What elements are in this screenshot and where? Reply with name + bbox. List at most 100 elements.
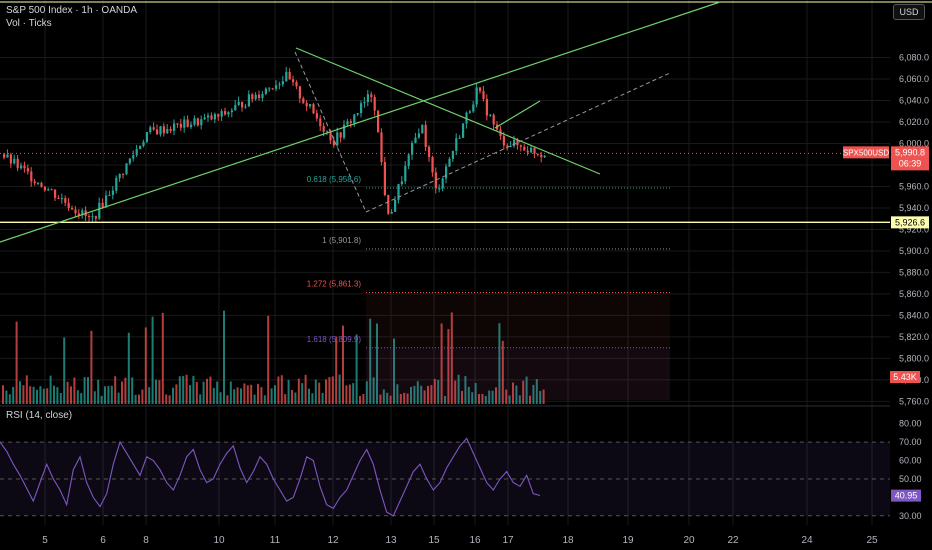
fib-zone xyxy=(366,347,670,401)
volume-bar xyxy=(484,395,487,404)
candle xyxy=(275,85,278,89)
price-axis[interactable]: 6,080.06,060.06,040.06,020.06,000.05,980… xyxy=(843,52,929,520)
candle xyxy=(397,184,400,200)
volume-bar xyxy=(379,394,382,404)
candle xyxy=(482,91,485,99)
time-tick-label: 5 xyxy=(42,535,48,546)
time-tick-label: 10 xyxy=(213,535,225,546)
candle xyxy=(312,104,315,114)
candle xyxy=(50,189,53,191)
candle xyxy=(264,88,267,94)
candle xyxy=(526,150,529,153)
candle xyxy=(339,132,342,138)
volume-bar xyxy=(308,388,310,404)
rsi-tick-label: 50.00 xyxy=(899,474,922,484)
candle xyxy=(349,121,352,123)
candle xyxy=(88,216,91,218)
volume-bar xyxy=(124,377,127,404)
volume-bar xyxy=(529,395,531,404)
rising-trendline xyxy=(0,1,721,243)
volume-bar xyxy=(416,381,419,404)
price-tick-label: 6,080.0 xyxy=(899,52,929,62)
candle xyxy=(159,126,162,135)
volume-bar xyxy=(114,376,117,404)
candle xyxy=(400,181,403,185)
volume-bar xyxy=(209,376,212,404)
candle xyxy=(9,154,12,164)
candle xyxy=(210,115,213,120)
candle xyxy=(373,97,376,111)
candle xyxy=(438,188,441,190)
volume-bar xyxy=(127,332,130,404)
candle xyxy=(135,148,138,156)
volume-bar xyxy=(328,376,331,404)
time-axis[interactable]: 5 6 8 10 11 12 13 15 16 17 18 19 20 22 24 25 xyxy=(42,535,878,546)
rsi-tick-label: 80.00 xyxy=(899,419,922,429)
volume-bar xyxy=(325,379,327,404)
symbol-badge-bg xyxy=(843,146,889,159)
candle xyxy=(472,104,475,112)
volume-bar xyxy=(362,394,365,404)
candle xyxy=(132,155,135,159)
candle xyxy=(247,94,250,107)
last-price-badge-bg xyxy=(891,146,929,171)
candle xyxy=(20,165,23,169)
volume-bar xyxy=(226,395,229,404)
volume-bar xyxy=(121,381,123,404)
volume-bar xyxy=(29,386,32,404)
candle xyxy=(128,158,131,164)
candle xyxy=(186,119,189,128)
volume-bar xyxy=(386,392,389,404)
volume-bar xyxy=(39,386,42,404)
volume-bar xyxy=(229,381,232,404)
volume-bar xyxy=(131,377,134,404)
price-tick-label: 6,060.0 xyxy=(899,74,929,84)
candle xyxy=(370,94,373,98)
candle xyxy=(509,145,512,147)
candle xyxy=(77,213,80,216)
volume-bar xyxy=(427,385,429,404)
candle xyxy=(91,216,94,218)
volume-bar xyxy=(474,383,477,404)
volume-bar xyxy=(491,390,494,404)
candle xyxy=(366,94,369,103)
volume-bar xyxy=(369,318,372,404)
volume-bar xyxy=(243,383,246,404)
volume-bar xyxy=(250,384,253,404)
candle xyxy=(23,165,26,169)
price-tick-label: 5,920.0 xyxy=(899,224,929,234)
volume-bar xyxy=(515,385,518,404)
volume-bar xyxy=(144,327,147,404)
volume-bar xyxy=(63,337,66,404)
volume-bar xyxy=(389,395,392,404)
volume-bar xyxy=(539,390,542,404)
candle xyxy=(380,132,383,163)
volume-bar xyxy=(260,387,263,404)
volume-bar xyxy=(240,388,242,404)
candle xyxy=(237,101,240,105)
volume-bar xyxy=(291,389,293,404)
candle xyxy=(30,171,33,182)
candle xyxy=(217,114,220,117)
volume-bar xyxy=(471,392,474,404)
candle xyxy=(326,130,329,132)
candle xyxy=(519,145,522,147)
volume-bar xyxy=(297,378,300,404)
volume-bar xyxy=(59,393,62,404)
price-tick-label: 5,760.0 xyxy=(899,396,929,406)
candle xyxy=(468,111,471,113)
volume-bar xyxy=(464,376,467,404)
currency-button[interactable]: USD xyxy=(893,4,925,20)
candle xyxy=(179,123,182,128)
volume-bar xyxy=(399,394,402,404)
time-tick-label: 6 xyxy=(100,535,106,546)
candle xyxy=(54,189,57,198)
volume-bar xyxy=(223,310,225,404)
volume-bar xyxy=(161,312,164,404)
candle xyxy=(261,93,264,98)
countdown-badge: 06:39 xyxy=(899,158,922,168)
candle xyxy=(118,173,121,178)
candle xyxy=(377,110,380,133)
candle xyxy=(295,82,298,87)
